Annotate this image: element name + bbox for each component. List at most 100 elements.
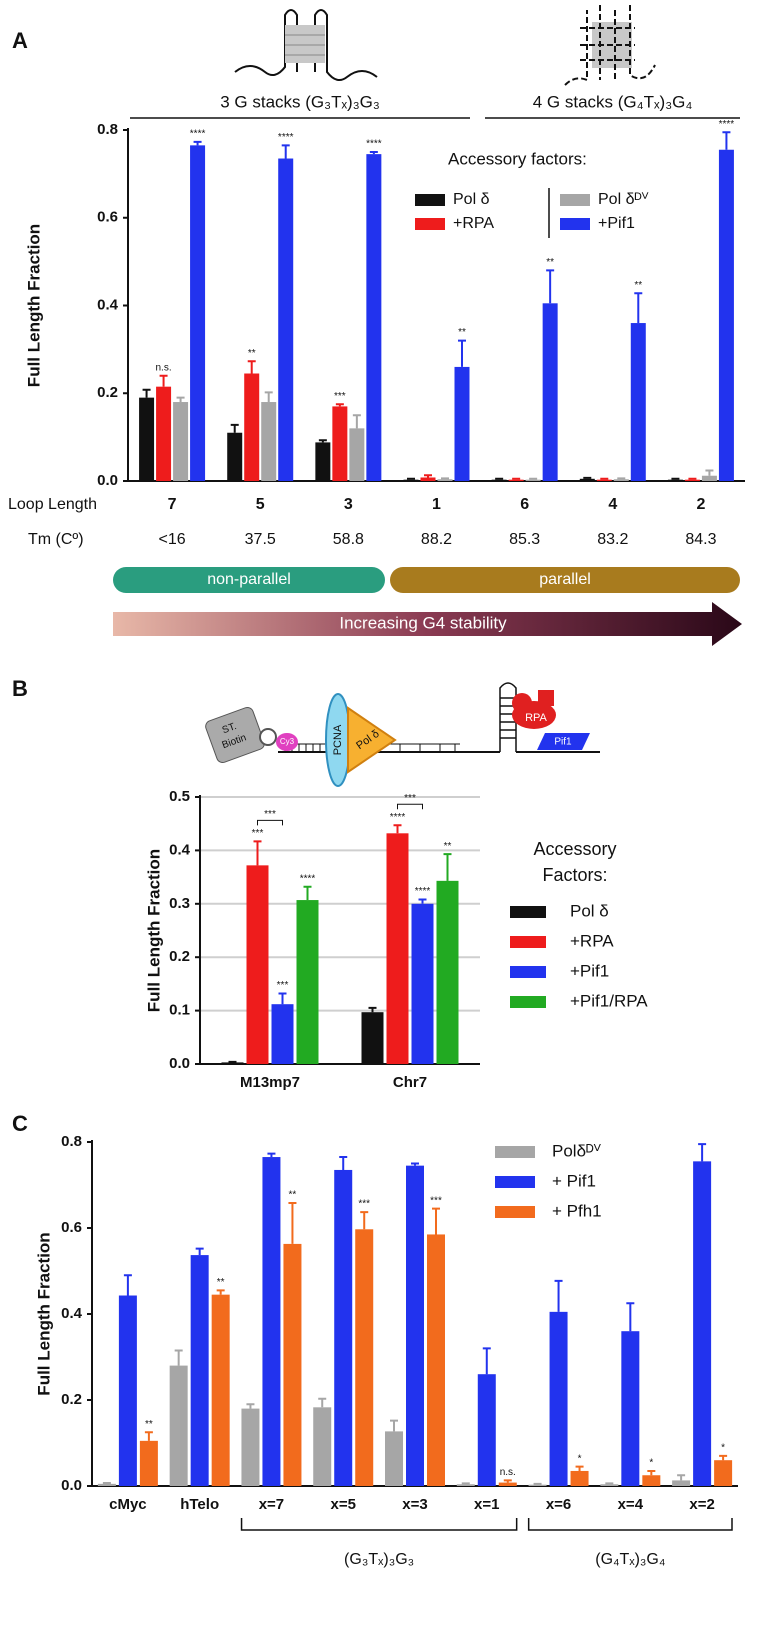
- bar: [508, 479, 524, 481]
- bar: [361, 1012, 384, 1064]
- error-bar: [671, 477, 680, 480]
- error-bar: [228, 1060, 237, 1063]
- significance: ***: [358, 1199, 370, 1210]
- error-bar: [123, 1274, 132, 1296]
- group-label: (G₃Tₓ)₃G₃: [344, 1551, 414, 1568]
- error-bar: [719, 1454, 728, 1461]
- significance: **: [458, 327, 466, 338]
- error-bar: [441, 477, 449, 480]
- legend-label: Polδᴰⱽ: [552, 1141, 602, 1160]
- bar: [244, 373, 260, 481]
- legend-title: Accessory factors:: [448, 149, 587, 168]
- significance: *: [721, 1443, 725, 1454]
- tm-value: 37.5: [245, 531, 276, 548]
- group-bracket: [527, 1518, 733, 1531]
- band-label: parallel: [539, 571, 591, 588]
- bar: [630, 323, 646, 481]
- error-bar: [393, 824, 402, 834]
- error-bar: [705, 469, 714, 476]
- y-tick-label: 0.5: [169, 788, 190, 805]
- bar: [385, 1431, 403, 1486]
- significance: **: [289, 1190, 297, 1201]
- error-bar: [318, 439, 327, 443]
- significance: *: [578, 1453, 582, 1464]
- y-tick-label: 0.0: [61, 1477, 82, 1494]
- bracket-label: ***: [404, 793, 416, 804]
- g4-icon: [564, 5, 656, 86]
- error-bar: [432, 1207, 440, 1235]
- y-tick-label: 0.6: [61, 1219, 82, 1236]
- schematic-label: Pif1: [554, 737, 572, 748]
- bar: [118, 1295, 137, 1486]
- error-bar: [281, 144, 290, 159]
- y-tick-label: 0.4: [169, 841, 191, 858]
- error-bar: [368, 1006, 377, 1013]
- x-tick-label: x=1: [474, 1496, 499, 1513]
- bar: [528, 1484, 547, 1486]
- error-bar: [407, 477, 415, 480]
- error-bar: [253, 840, 262, 866]
- x-tick-label: M13mp7: [240, 1074, 300, 1091]
- bar: [420, 477, 436, 481]
- bar: [227, 432, 243, 481]
- error-bar: [360, 1211, 369, 1230]
- error-bar: [533, 1482, 542, 1485]
- bar: [642, 1475, 661, 1486]
- legend-label: + Pif1: [552, 1171, 596, 1190]
- bar: [427, 1234, 445, 1486]
- error-bar: [600, 477, 609, 480]
- schematic: [205, 682, 600, 787]
- tm-value: 85.3: [509, 531, 540, 548]
- x-tick-label: 6: [520, 496, 529, 513]
- bar: [542, 303, 558, 481]
- x-tick-label: x=6: [546, 1496, 571, 1513]
- significance: ****: [190, 128, 206, 139]
- y-tick-label: 0.6: [97, 209, 118, 226]
- error-bar: [335, 403, 344, 407]
- error-bar: [529, 477, 538, 480]
- error-bar: [247, 360, 256, 374]
- bar: [701, 475, 717, 481]
- error-bar: [339, 1156, 348, 1170]
- significance: n.s.: [500, 1467, 516, 1478]
- legend-label: +RPA: [453, 215, 494, 232]
- bar: [411, 903, 434, 1064]
- tm-value: 88.2: [421, 531, 452, 548]
- bar: [261, 402, 277, 481]
- bar: [491, 479, 507, 481]
- significance: **: [248, 348, 256, 359]
- bar: [406, 1165, 424, 1486]
- significance: ****: [366, 139, 382, 150]
- bar: [600, 1484, 619, 1486]
- significance: ***: [252, 828, 264, 839]
- bar: [334, 1169, 353, 1486]
- error-bar: [688, 477, 697, 480]
- bar: [296, 900, 319, 1064]
- error-bar: [369, 150, 378, 155]
- bracket: [257, 819, 283, 826]
- error-bar: [546, 269, 555, 304]
- legend-swatch: [560, 194, 590, 206]
- significance: ***: [430, 1195, 442, 1206]
- bar: [278, 158, 294, 482]
- error-bar: [461, 1482, 470, 1485]
- bar: [271, 1004, 294, 1064]
- bar: [549, 1311, 568, 1486]
- significance: **: [444, 841, 452, 852]
- error-bar: [503, 1479, 512, 1483]
- schematic-label: Cy3: [280, 737, 295, 746]
- x-tick-label: 3: [344, 496, 353, 513]
- bar: [313, 1407, 332, 1486]
- legend-label: +Pif1/RPA: [570, 991, 648, 1010]
- error-bar: [102, 1481, 111, 1484]
- error-bar: [159, 374, 168, 387]
- legend-title: Accessory: [533, 839, 616, 859]
- bar: [454, 366, 470, 481]
- bar: [97, 1483, 116, 1486]
- legend-swatch: [495, 1176, 535, 1188]
- error-bar: [144, 1431, 153, 1441]
- bar: [139, 1440, 158, 1486]
- bar: [456, 1484, 475, 1486]
- y-axis-title: Full Length Fraction: [34, 1232, 53, 1395]
- arrow-label: Increasing G4 stability: [339, 613, 507, 632]
